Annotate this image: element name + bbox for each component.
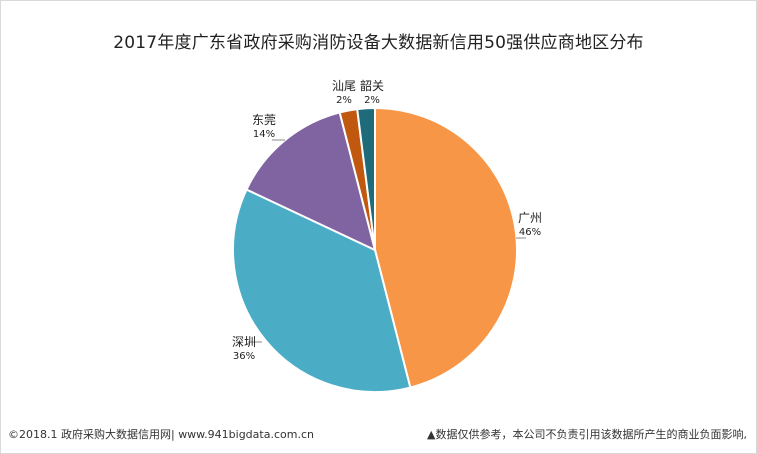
pie-slice-2 xyxy=(245,111,377,252)
footer-disclaimer: ▲数据仅供参考，本公司不负责引用该数据所产生的商业负面影响, xyxy=(427,428,747,441)
slice-label-0: 广州 xyxy=(518,211,542,225)
slice-label-3: 汕尾 xyxy=(332,79,356,93)
pie-slice-4 xyxy=(356,106,376,251)
slice-value-4: 2% xyxy=(364,95,380,106)
slice-value-0: 46% xyxy=(519,227,541,238)
pie-slice-1 xyxy=(232,188,412,393)
footer-copyright: ©2018.1 政府采购大数据信用网| www.941bigdata.com.c… xyxy=(8,428,314,441)
slice-value-3: 2% xyxy=(336,95,352,106)
slice-label-2: 东莞 xyxy=(252,113,276,127)
chart-title: 2017年度广东省政府采购消防设备大数据新信用50强供应商地区分布 xyxy=(113,33,644,53)
slice-label-4: 韶关 xyxy=(360,78,384,93)
slice-value-1: 36% xyxy=(233,351,255,362)
pie-slice-0 xyxy=(374,106,518,389)
slice-label-1: 深圳 xyxy=(232,335,256,349)
slice-value-2: 14% xyxy=(253,129,275,140)
